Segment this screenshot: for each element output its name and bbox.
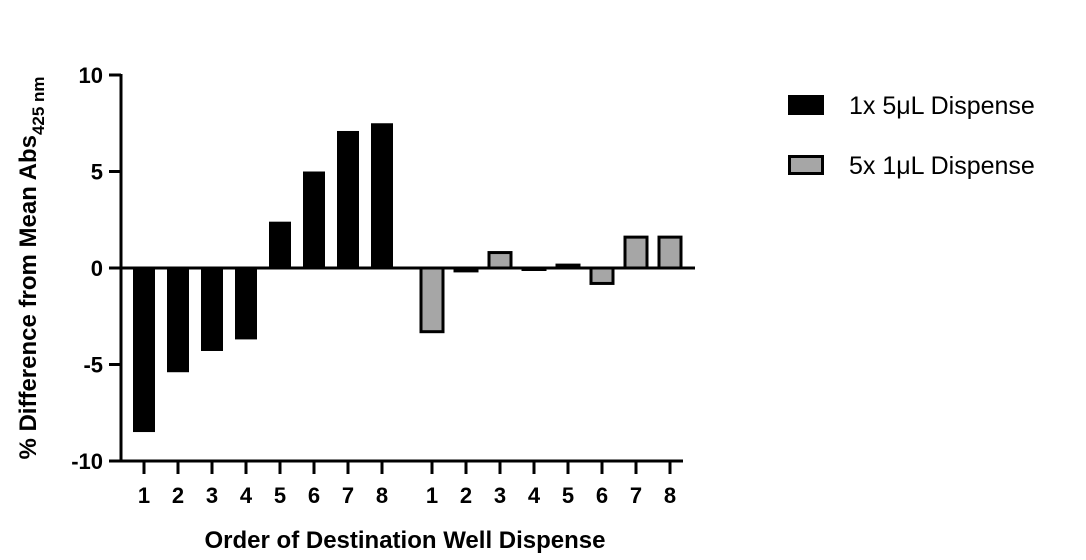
x-tick-label: 4: [240, 483, 253, 508]
bar-series-2-8: [657, 235, 683, 270]
y-tick-label: 10: [79, 63, 103, 88]
x-tick-label: 2: [172, 483, 184, 508]
x-tick-label: 5: [562, 483, 574, 508]
x-tick-label: 1: [426, 483, 438, 508]
bar-series-1-5: [269, 221, 291, 268]
x-tick-label: 7: [630, 483, 642, 508]
legend-swatch-2: [788, 155, 824, 175]
x-tick-label: 3: [206, 483, 218, 508]
x-tick-label: 8: [376, 483, 388, 508]
bar-series-2-7: [623, 235, 649, 270]
y-tick-label: 5: [91, 160, 103, 185]
x-tick-label: 2: [460, 483, 472, 508]
x-tick-label: 6: [596, 483, 608, 508]
bar-series-2-1: [419, 266, 445, 334]
legend: 1x 5μL Dispense 5x 1μL Dispense: [788, 92, 1035, 180]
bar-series-1-8: [371, 123, 393, 268]
x-tick-label: 8: [664, 483, 676, 508]
legend-swatch-1: [788, 95, 824, 115]
x-tick-label: 7: [342, 483, 354, 508]
bars-group: [133, 123, 683, 433]
bar-series-2-6: [589, 266, 615, 285]
y-axis-ticks: 10 5 0 -5 -10: [71, 63, 121, 474]
bar-series-1-6: [303, 171, 325, 268]
y-tick-label: -5: [83, 353, 103, 378]
bar-series-1-3: [201, 268, 223, 351]
legend-label-2: 5x 1μL Dispense: [849, 152, 1035, 180]
x-tick-label: 1: [138, 483, 150, 508]
bar-series-1-7: [337, 130, 359, 268]
x-tick-label: 5: [274, 483, 286, 508]
x-tick-label: 3: [494, 483, 506, 508]
x-axis-title: Order of Destination Well Dispense: [205, 527, 606, 554]
bar-series-2-3: [487, 251, 513, 270]
y-tick-label: -10: [71, 449, 103, 474]
x-tick-label: 4: [528, 483, 541, 508]
y-tick-label: 0: [91, 256, 103, 281]
x-tick-label: 6: [308, 483, 320, 508]
bar-series-1-4: [235, 268, 257, 340]
bar-series-1-1: [133, 268, 155, 433]
y-axis-title: % Difference from Mean Abs425 nm: [15, 76, 48, 459]
legend-label-1: 1x 5μL Dispense: [849, 92, 1035, 120]
bar-series-1-2: [167, 268, 189, 373]
